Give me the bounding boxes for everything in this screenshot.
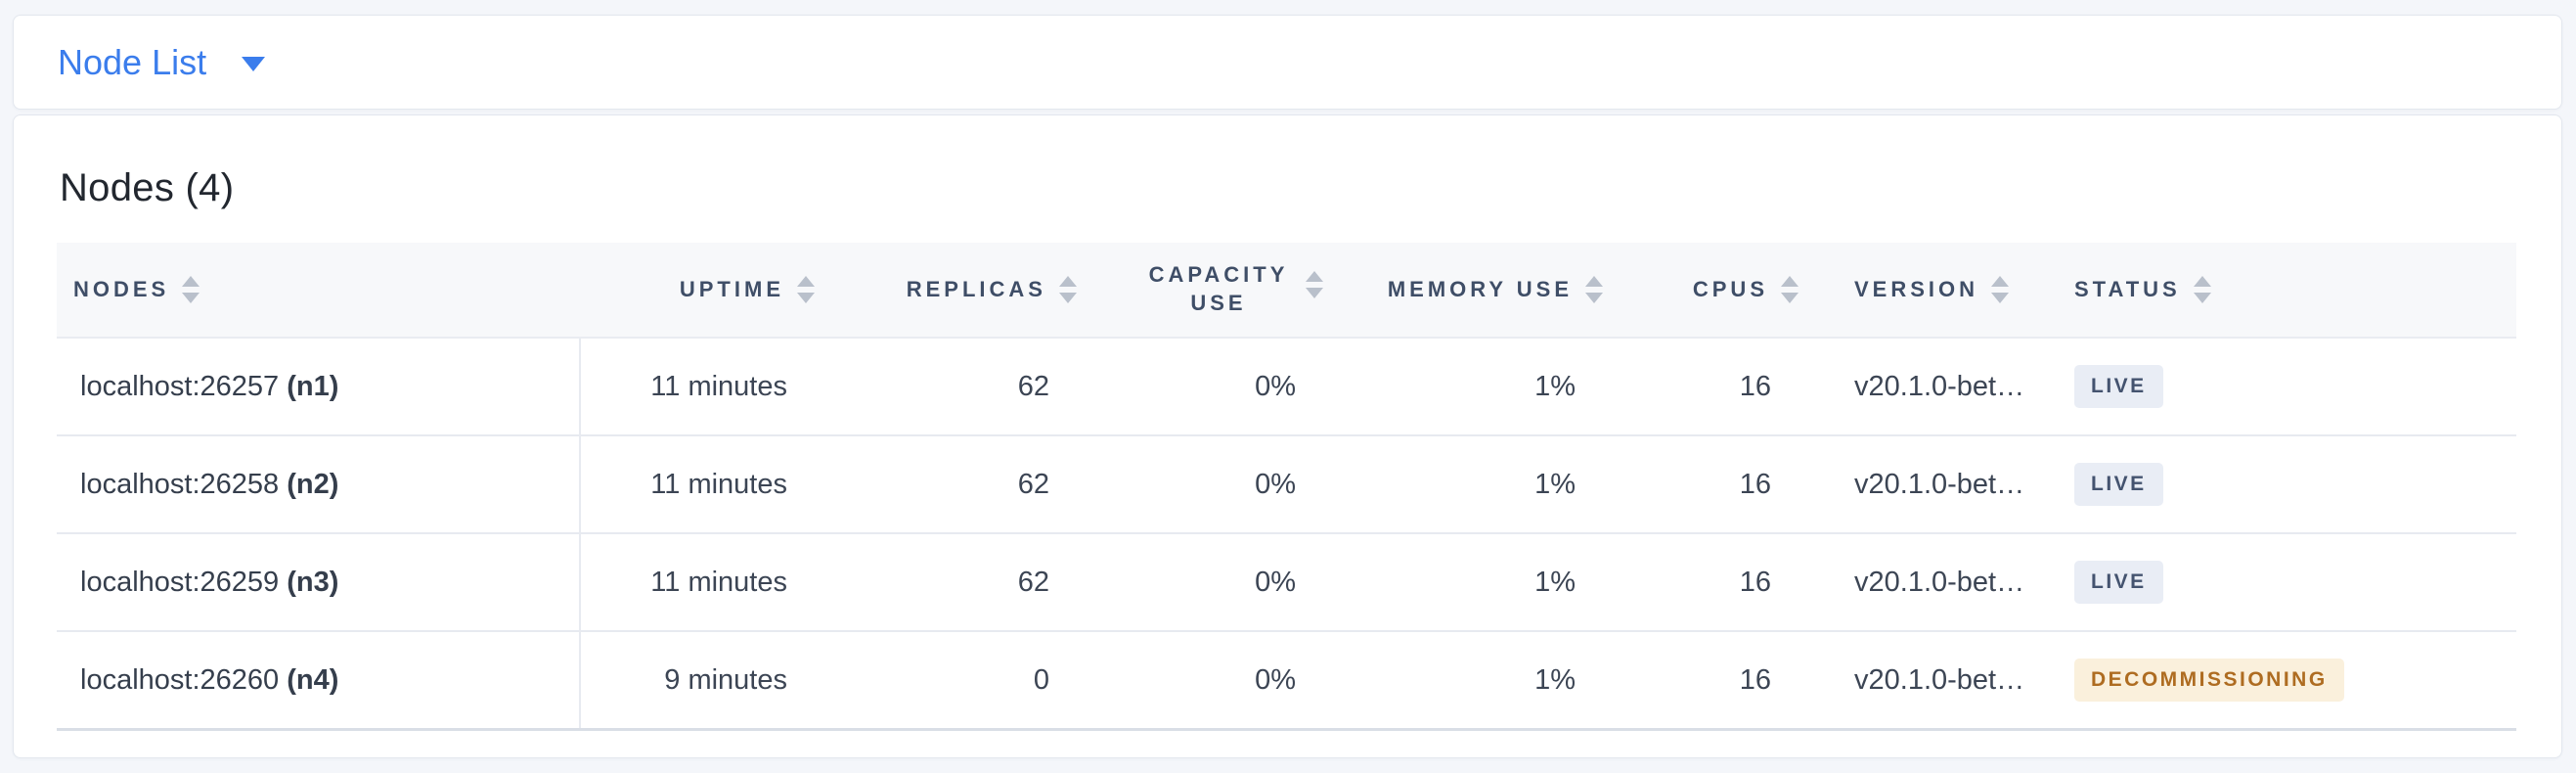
status-cell: DECOMMISSIONING [2047, 631, 2516, 731]
column-header-replicas[interactable]: REPLICAS [828, 243, 1090, 339]
table-row-node-2[interactable]: localhost:26258 (n2) 11 minutes 62 0% 1%… [57, 435, 2516, 534]
version-cell: v20.1.0-bet… [1812, 631, 2047, 731]
version-cell: v20.1.0-bet… [1812, 338, 2047, 436]
sort-icon [1585, 276, 1603, 303]
status-badge: LIVE [2074, 463, 2163, 506]
replicas-cell: 62 [828, 533, 1090, 632]
column-header-status[interactable]: STATUS [2047, 243, 2516, 339]
node-address-cell: localhost:26257 (n1) [57, 338, 581, 436]
memory-use-cell: 1% [1337, 435, 1617, 534]
replicas-cell: 62 [828, 435, 1090, 534]
node-address-cell: localhost:26260 (n4) [57, 631, 581, 731]
nodes-table: NODES UPTIME REPLICAS [57, 243, 2516, 731]
version-cell: v20.1.0-bet… [1812, 435, 2047, 534]
node-address-cell: localhost:26259 (n3) [57, 533, 581, 632]
sort-icon [1306, 271, 1323, 299]
status-badge: LIVE [2074, 561, 2163, 604]
version-cell: v20.1.0-bet… [1812, 533, 2047, 632]
replicas-cell: 0 [828, 631, 1090, 731]
memory-use-cell: 1% [1337, 631, 1617, 731]
sort-icon [182, 276, 200, 303]
status-badge: LIVE [2074, 365, 2163, 408]
status-cell: LIVE [2047, 338, 2516, 436]
sort-icon [2193, 276, 2211, 303]
uptime-cell: 11 minutes [580, 338, 828, 436]
sort-icon [797, 276, 815, 303]
nodes-panel: Nodes (4) NODES [13, 114, 2562, 758]
capacity-use-cell: 0% [1090, 338, 1337, 436]
node-address-cell: localhost:26258 (n2) [57, 435, 581, 534]
table-row-node-1[interactable]: localhost:26257 (n1) 11 minutes 62 0% 1%… [57, 338, 2516, 436]
table-row-node-4[interactable]: localhost:26260 (n4) 9 minutes 0 0% 1% 1… [57, 631, 2516, 731]
sort-icon [1059, 276, 1077, 303]
memory-use-cell: 1% [1337, 338, 1617, 436]
view-selector-label: Node List [58, 41, 207, 82]
cpus-cell: 16 [1617, 631, 1812, 731]
column-header-memory-use[interactable]: MEMORY USE [1337, 243, 1617, 339]
capacity-use-cell: 0% [1090, 435, 1337, 534]
column-header-capacity-use[interactable]: CAPACITY USE [1090, 243, 1337, 339]
table-row-node-3[interactable]: localhost:26259 (n3) 11 minutes 62 0% 1%… [57, 533, 2516, 632]
column-header-cpus[interactable]: CPUS [1617, 243, 1812, 339]
uptime-cell: 11 minutes [580, 533, 828, 632]
cpus-cell: 16 [1617, 338, 1812, 436]
column-header-uptime[interactable]: UPTIME [580, 243, 828, 339]
sort-icon [1781, 276, 1799, 303]
caret-down-icon [242, 57, 266, 71]
sort-icon [1991, 276, 2010, 303]
column-header-nodes[interactable]: NODES [57, 243, 580, 339]
status-badge: DECOMMISSIONING [2074, 659, 2344, 702]
table-header-row: NODES UPTIME REPLICAS [57, 243, 2516, 339]
uptime-cell: 9 minutes [580, 631, 828, 731]
replicas-cell: 62 [828, 338, 1090, 436]
status-cell: LIVE [2047, 435, 2516, 534]
memory-use-cell: 1% [1337, 533, 1617, 632]
view-selector-dropdown[interactable]: Node List [13, 15, 2562, 110]
capacity-use-cell: 0% [1090, 533, 1337, 632]
column-header-version[interactable]: VERSION [1812, 243, 2047, 339]
cpus-cell: 16 [1617, 435, 1812, 534]
status-cell: LIVE [2047, 533, 2516, 632]
cpus-cell: 16 [1617, 533, 1812, 632]
capacity-use-cell: 0% [1090, 631, 1337, 731]
panel-title: Nodes (4) [60, 166, 235, 209]
uptime-cell: 11 minutes [580, 435, 828, 534]
